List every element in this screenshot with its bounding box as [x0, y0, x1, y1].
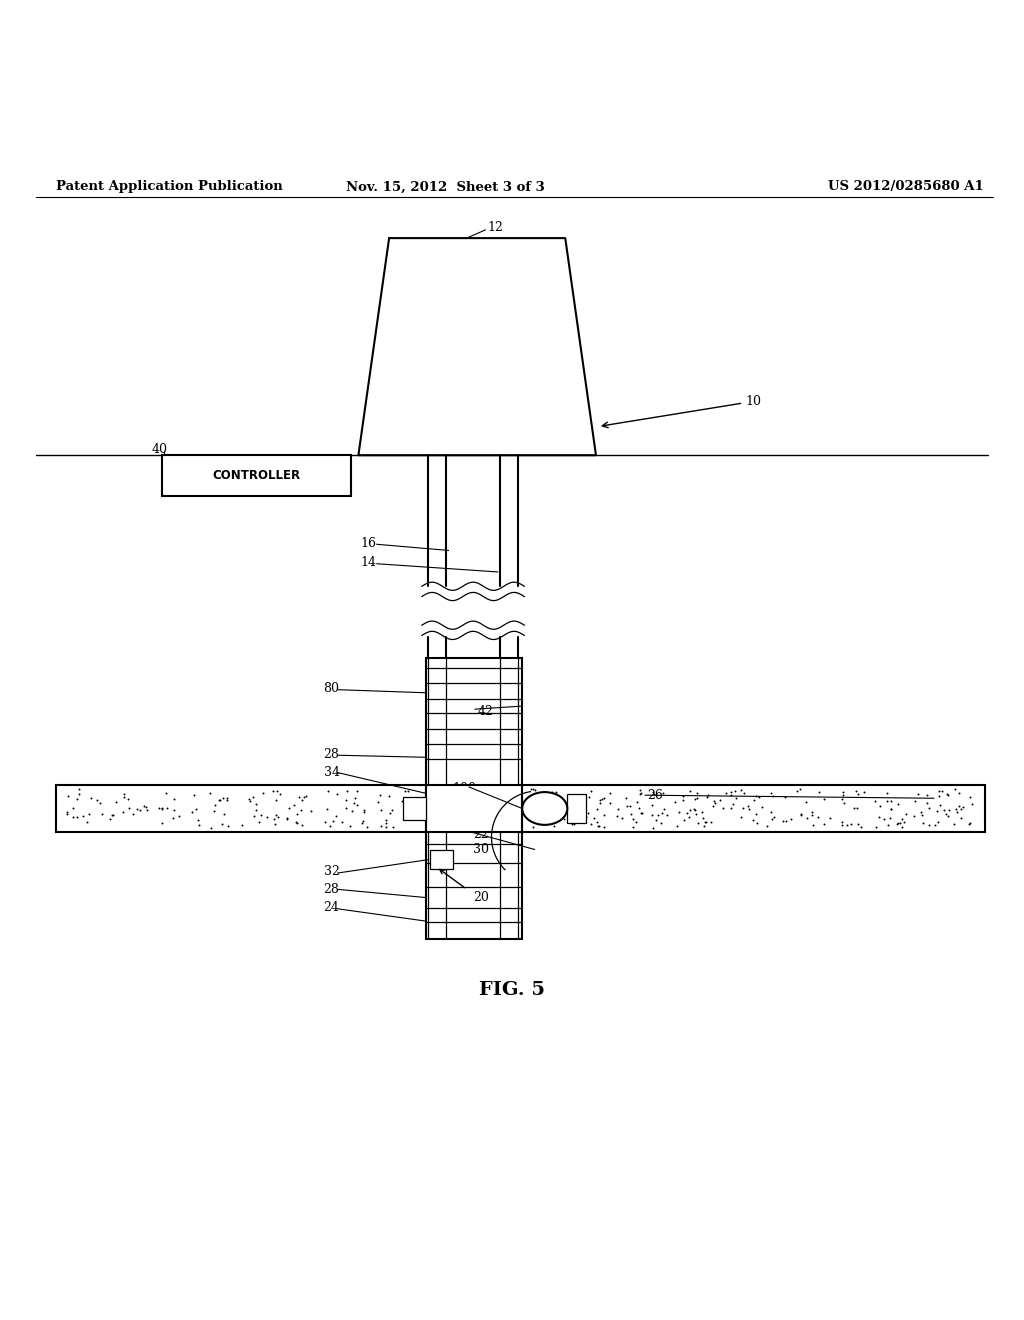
Bar [522, 785, 985, 832]
Text: 28: 28 [324, 747, 340, 760]
Text: 24: 24 [324, 902, 340, 915]
Text: 28: 28 [324, 883, 340, 896]
Bar [56, 785, 426, 832]
Text: CONTROLLER: CONTROLLER [212, 469, 301, 482]
Text: Patent Application Publication: Patent Application Publication [56, 181, 283, 194]
Text: 14: 14 [360, 556, 377, 569]
Text: 26: 26 [647, 788, 664, 801]
Text: 40: 40 [152, 442, 168, 455]
Text: 34: 34 [324, 766, 340, 779]
Text: 10: 10 [745, 396, 762, 408]
Text: Nov. 15, 2012  Sheet 3 of 3: Nov. 15, 2012 Sheet 3 of 3 [346, 181, 545, 194]
Bar [567, 795, 586, 822]
Ellipse shape [522, 792, 567, 825]
Bar [430, 850, 453, 869]
Text: 12: 12 [487, 222, 504, 235]
Text: FIG. 5: FIG. 5 [479, 981, 545, 999]
Bar [403, 797, 426, 820]
Text: 80: 80 [324, 682, 340, 696]
Bar [426, 785, 522, 832]
Text: 100: 100 [453, 781, 476, 795]
Text: US 2012/0285680 A1: US 2012/0285680 A1 [828, 181, 984, 194]
Text: 30: 30 [473, 843, 489, 855]
Text: 32: 32 [324, 866, 340, 879]
Text: 20: 20 [473, 891, 489, 904]
Text: 22: 22 [473, 828, 488, 841]
Text: 42: 42 [477, 705, 494, 718]
Text: 16: 16 [360, 537, 377, 549]
Bar [162, 455, 351, 496]
Bar [426, 657, 522, 939]
